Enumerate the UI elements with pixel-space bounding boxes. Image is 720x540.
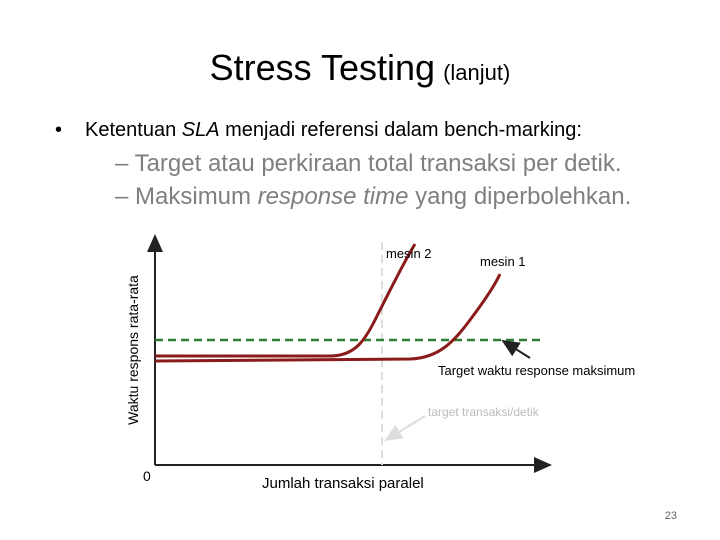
origin-label: 0 (143, 468, 151, 484)
pointer (501, 339, 531, 359)
x-axis-label: Jumlah transaksi paralel (262, 475, 424, 492)
sub-bullet: – Maksimum response time yang diperboleh… (115, 183, 631, 210)
curve-mesin-2 (155, 243, 417, 358)
curve-mesin-1 (154, 273, 502, 363)
y-axis-label: Waktu respons rata-rata (125, 275, 141, 425)
target-throughput-label: target transaksi/detik (428, 405, 540, 419)
text: response time (258, 183, 409, 210)
text: SLA (182, 119, 220, 141)
text: – Target atau perkiraan total transaksi … (115, 150, 622, 177)
curve-label: mesin 1 (480, 254, 526, 269)
text: Ketentuan (85, 119, 182, 141)
bullet: Ketentuan SLA menjadi referensi dalam be… (85, 119, 582, 141)
bullet-marker: • (55, 119, 62, 141)
sub-bullet: – Target atau perkiraan total transaksi … (115, 150, 622, 177)
page-number: 23 (665, 510, 677, 522)
text: yang diperbolehkan. (408, 183, 631, 210)
target-response-label: Target waktu response maksimum (438, 363, 635, 378)
text: menjadi referensi dalam bench-marking: (220, 119, 582, 141)
title-main: Stress Testing (210, 47, 435, 88)
title-suffix: (lanjut) (443, 60, 510, 85)
text: – Maksimum (115, 183, 258, 210)
pointer (384, 415, 426, 442)
slide-title: Stress Testing (lanjut) (210, 47, 511, 88)
curve-label: mesin 2 (386, 246, 432, 261)
